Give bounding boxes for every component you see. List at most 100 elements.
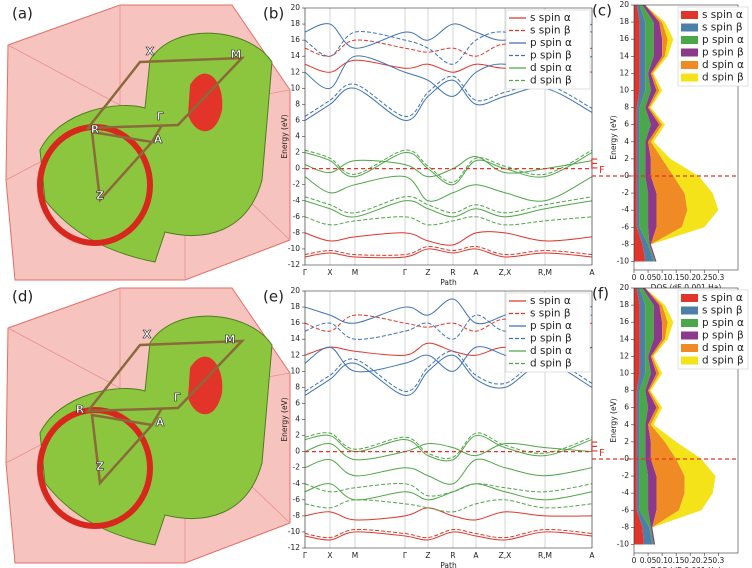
axes-frame [304, 290, 593, 549]
band [304, 248, 593, 259]
band [304, 156, 593, 178]
panel-label: (f) [592, 285, 609, 303]
x-tick-label: 0.05 [640, 273, 657, 282]
x-tick-label: Z,X [499, 551, 512, 560]
band [304, 196, 593, 214]
legend-label: s spin α [530, 12, 571, 24]
y-tick-label: 20 [619, 283, 629, 292]
dos-area [639, 5, 656, 262]
x-tick-label: A [589, 551, 595, 560]
legend-swatch [681, 356, 698, 365]
band [304, 350, 593, 392]
y-tick-label: -6 [622, 222, 630, 231]
legend-label: d spin β [530, 75, 572, 87]
y-axis-label: Energy (eV) [609, 115, 618, 159]
legend-swatch [681, 23, 698, 32]
dos-area [645, 288, 716, 545]
y-tick-label: 18 [619, 17, 629, 26]
y-tick-label: 6 [624, 120, 629, 129]
panel-label: (c) [592, 2, 612, 20]
dos-area [634, 288, 644, 545]
y-tick-label: -4 [622, 488, 630, 497]
legend-swatch [681, 61, 698, 69]
legend-label: p spin β [530, 50, 572, 62]
k-point-label: Z [96, 189, 104, 202]
fermi-label: E [590, 440, 598, 455]
x-tick-label: 0.1 [656, 556, 668, 565]
x-axis-label: Path [440, 278, 457, 287]
y-tick-label: 12 [290, 350, 300, 359]
legend-swatch [681, 11, 698, 19]
legend-label: s spin β [530, 25, 571, 37]
k-point-label: R [76, 403, 85, 416]
y-tick-label: -6 [622, 505, 630, 514]
x-tick-label: 0 [632, 273, 637, 282]
legend-swatch [681, 73, 698, 82]
k-point-label: X [146, 45, 155, 58]
x-axis-label: DOS (dE 0.001 Ha) [651, 566, 722, 568]
band [304, 231, 593, 246]
y-tick-label: 0 [295, 447, 300, 456]
legend-label: d spin α [530, 62, 572, 74]
legend-label: d spin β [530, 358, 572, 370]
legend-label: p spin β [530, 333, 572, 345]
y-axis-label: Energy (eV) [280, 397, 289, 441]
y-tick-label: 4 [295, 132, 300, 141]
panel-label: (d) [12, 288, 33, 306]
legend-label: p spin β [702, 47, 744, 59]
legend-label: d spin β [702, 72, 744, 84]
k-point-label: M [231, 48, 242, 61]
x-tick-label: 0.15 [668, 556, 685, 565]
legend-label: d spin α [530, 345, 572, 357]
y-tick-label: 12 [290, 67, 300, 76]
legend-box [505, 292, 591, 373]
band [304, 482, 593, 497]
y-tick-label: 20 [290, 286, 300, 295]
band [304, 200, 593, 218]
y-tick-label: 2 [295, 431, 300, 440]
x-tick-label: R,M [538, 268, 552, 277]
k-point-label: M [225, 333, 236, 346]
legend-swatch [681, 319, 698, 327]
legend-swatch [681, 294, 698, 302]
legend-swatch [681, 306, 698, 315]
y-tick-label: 8 [295, 99, 300, 108]
y-tick-label: 18 [619, 300, 629, 309]
legend-swatch [681, 344, 698, 352]
x-tick-label: R [450, 268, 455, 277]
y-tick-label: 8 [295, 382, 300, 391]
band [304, 23, 593, 65]
y-tick-label: -2 [622, 188, 630, 197]
legend-label: s spin β [702, 305, 743, 317]
x-tick-label: Γ [303, 551, 308, 560]
legend-label: d spin α [702, 59, 744, 71]
dos-area [642, 5, 663, 262]
x-tick-label: Γ [403, 268, 408, 277]
band [304, 149, 593, 183]
legend-box [677, 6, 749, 87]
band [304, 175, 593, 202]
y-tick-label: -10 [617, 256, 629, 265]
k-point-label: Γ [173, 391, 180, 404]
panel-label: (e) [263, 288, 284, 306]
dos-area [642, 288, 663, 545]
legend-label: p spin α [530, 320, 572, 332]
legend-swatch [681, 36, 698, 44]
x-axis-label: Path [440, 561, 457, 568]
legend-label: p spin α [702, 34, 744, 46]
y-tick-label: 6 [624, 403, 629, 412]
y-tick-label: 6 [295, 115, 300, 124]
y-tick-label: 2 [624, 437, 629, 446]
y-tick-label: 10 [619, 85, 629, 94]
band [304, 499, 593, 513]
y-tick-label: -8 [293, 511, 301, 520]
y-tick-label: 16 [619, 34, 629, 43]
x-tick-label: R,M [538, 551, 552, 560]
y-tick-label: 0 [295, 164, 300, 173]
y-tick-label: 16 [290, 318, 300, 327]
x-tick-label: 0.2 [684, 556, 696, 565]
x-tick-label: A [589, 268, 595, 277]
legend-label: s spin α [530, 295, 571, 307]
y-axis-label: Energy (eV) [280, 114, 289, 158]
